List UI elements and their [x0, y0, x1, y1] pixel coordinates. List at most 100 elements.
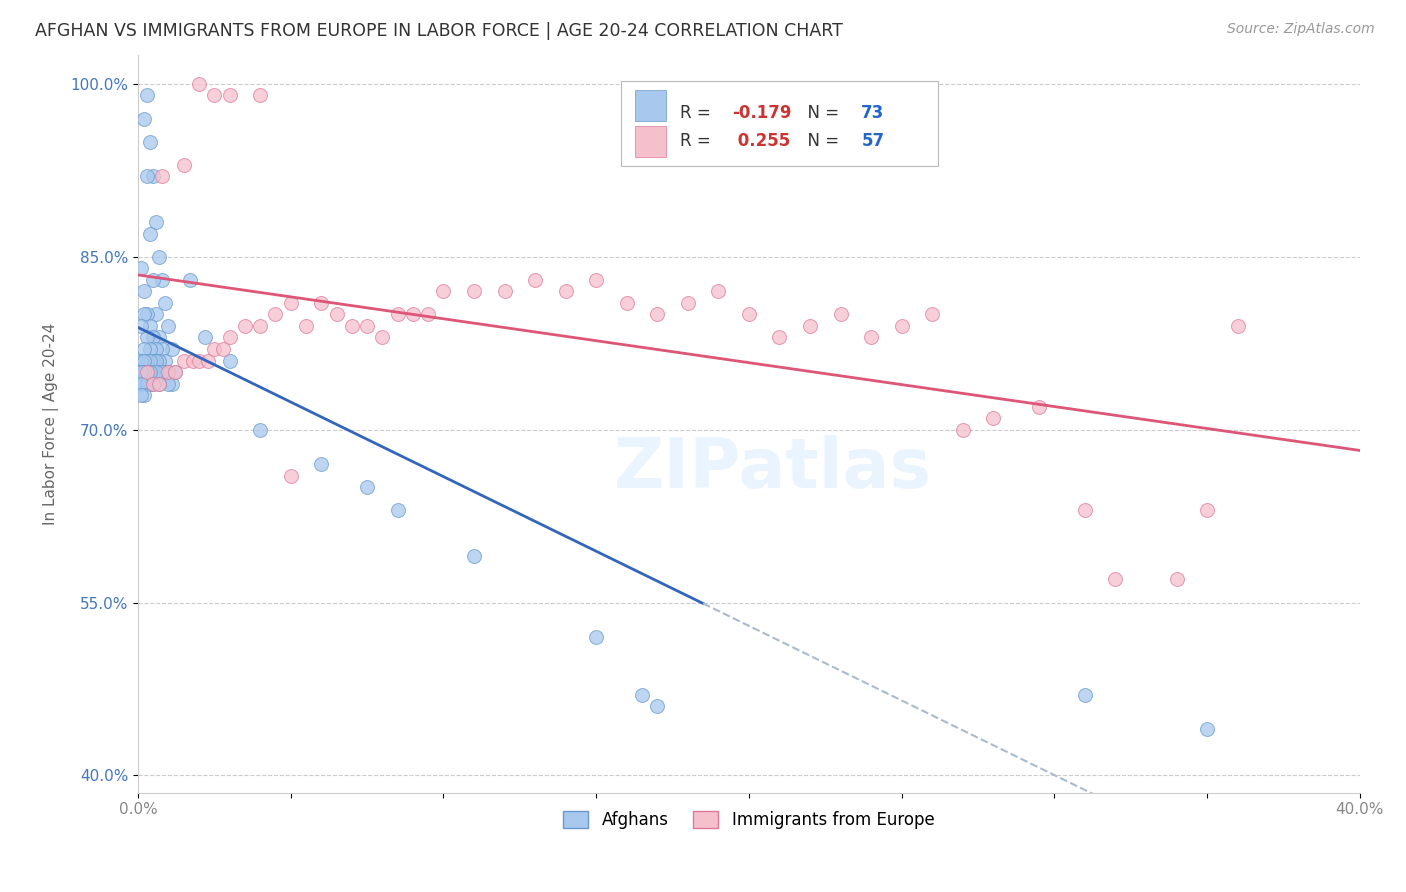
- Point: [418, 307, 440, 321]
- Point: [645, 699, 668, 714]
- Point: [155, 365, 177, 379]
- Point: [295, 318, 318, 333]
- Point: [181, 353, 204, 368]
- Point: [1226, 318, 1249, 333]
- Point: [148, 353, 170, 368]
- Point: [631, 688, 654, 702]
- Point: [1197, 503, 1219, 517]
- Point: [139, 342, 162, 356]
- Point: [860, 330, 883, 344]
- Point: [150, 273, 173, 287]
- Point: [157, 365, 180, 379]
- Point: [173, 353, 195, 368]
- Point: [136, 88, 159, 103]
- Point: [738, 307, 761, 321]
- Point: [1028, 400, 1050, 414]
- Text: Source: ZipAtlas.com: Source: ZipAtlas.com: [1227, 22, 1375, 37]
- Point: [387, 503, 409, 517]
- Point: [707, 285, 730, 299]
- Point: [249, 318, 271, 333]
- Text: N =: N =: [797, 132, 844, 151]
- Point: [1166, 573, 1188, 587]
- Point: [148, 376, 170, 391]
- Point: [148, 330, 170, 344]
- Point: [1074, 503, 1097, 517]
- Point: [129, 353, 152, 368]
- FancyBboxPatch shape: [636, 126, 666, 157]
- Point: [309, 457, 332, 471]
- Point: [136, 376, 159, 391]
- Point: [155, 353, 177, 368]
- Point: [921, 307, 943, 321]
- Point: [145, 353, 167, 368]
- Point: [463, 285, 485, 299]
- Point: [148, 365, 170, 379]
- Point: [554, 285, 576, 299]
- Point: [1074, 688, 1097, 702]
- Point: [142, 273, 165, 287]
- Point: [157, 376, 180, 391]
- Text: R =: R =: [681, 132, 717, 151]
- Point: [616, 296, 638, 310]
- Point: [197, 353, 219, 368]
- Point: [150, 342, 173, 356]
- Point: [249, 88, 271, 103]
- Point: [830, 307, 852, 321]
- Point: [160, 376, 183, 391]
- Point: [132, 365, 155, 379]
- Point: [136, 330, 159, 344]
- Text: 57: 57: [862, 132, 884, 151]
- Point: [585, 273, 607, 287]
- Y-axis label: In Labor Force | Age 20-24: In Labor Force | Age 20-24: [44, 323, 59, 525]
- Point: [356, 318, 378, 333]
- Point: [188, 353, 211, 368]
- Point: [132, 376, 155, 391]
- Point: [145, 215, 167, 229]
- Point: [160, 342, 183, 356]
- Point: [218, 88, 240, 103]
- Point: [249, 423, 271, 437]
- Point: [132, 112, 155, 126]
- Point: [157, 365, 180, 379]
- Point: [129, 388, 152, 402]
- Point: [432, 285, 454, 299]
- Point: [142, 353, 165, 368]
- Point: [132, 388, 155, 402]
- Point: [139, 376, 162, 391]
- Point: [132, 307, 155, 321]
- Point: [676, 296, 699, 310]
- Point: [218, 330, 240, 344]
- Point: [139, 353, 162, 368]
- Point: [280, 468, 302, 483]
- Text: ZIPatlas: ZIPatlas: [614, 434, 932, 501]
- Text: R =: R =: [681, 103, 717, 121]
- Point: [136, 376, 159, 391]
- Point: [585, 630, 607, 644]
- Point: [136, 169, 159, 183]
- Point: [132, 285, 155, 299]
- Point: [129, 261, 152, 276]
- Point: [142, 376, 165, 391]
- Point: [280, 296, 302, 310]
- Point: [212, 342, 235, 356]
- Point: [325, 307, 347, 321]
- Point: [768, 330, 790, 344]
- Point: [132, 353, 155, 368]
- Point: [340, 318, 363, 333]
- Point: [163, 365, 186, 379]
- Point: [148, 376, 170, 391]
- Text: N =: N =: [797, 103, 844, 121]
- Point: [150, 365, 173, 379]
- Point: [150, 169, 173, 183]
- Point: [145, 365, 167, 379]
- FancyBboxPatch shape: [620, 81, 938, 166]
- Point: [129, 365, 152, 379]
- Point: [309, 296, 332, 310]
- Point: [179, 273, 201, 287]
- Point: [136, 365, 159, 379]
- Point: [356, 480, 378, 494]
- Point: [129, 318, 152, 333]
- Point: [155, 296, 177, 310]
- Point: [218, 353, 240, 368]
- Point: [136, 353, 159, 368]
